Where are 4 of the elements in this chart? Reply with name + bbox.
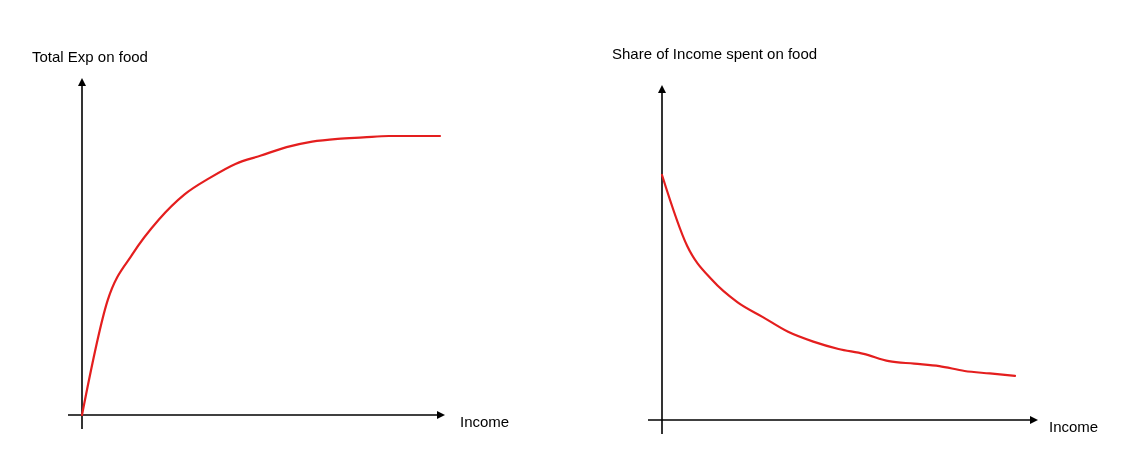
y-axis-title: Share of Income spent on food	[612, 45, 818, 62]
x-axis-title: Income	[1049, 418, 1099, 435]
x-axis-title: Income	[460, 413, 510, 430]
y-axis-title: Total Exp on food	[32, 48, 148, 65]
